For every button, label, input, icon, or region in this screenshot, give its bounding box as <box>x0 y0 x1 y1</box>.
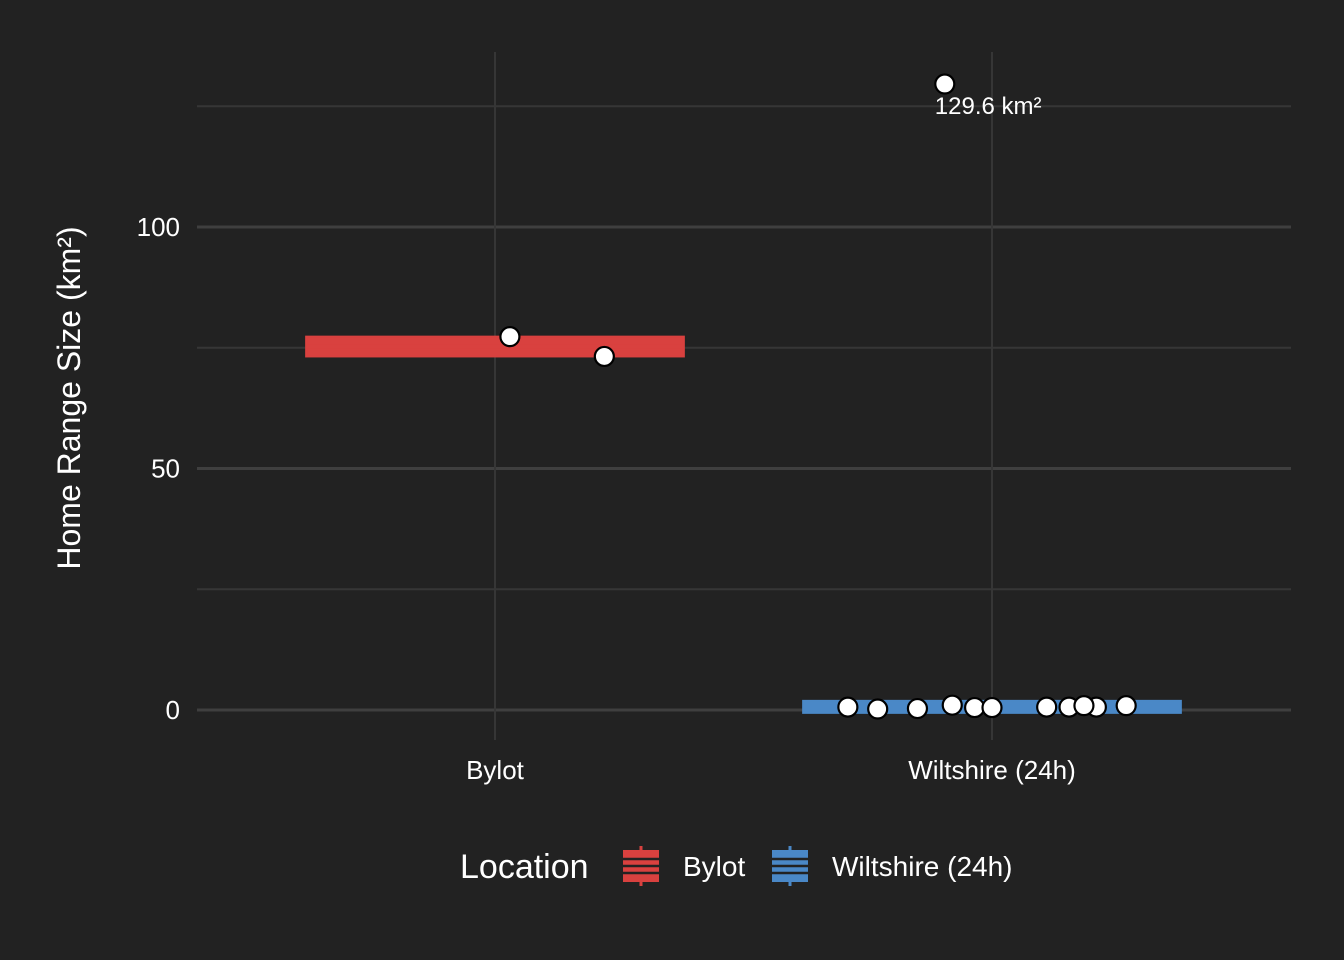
data-point <box>1036 696 1058 718</box>
y-tick-label: 100 <box>137 212 180 242</box>
legend-title: Location <box>460 848 589 886</box>
legend-entry: Wiltshire (24h) <box>772 846 1012 886</box>
x-tick-labels: Bylot Wiltshire (24h) <box>466 755 1076 785</box>
points <box>499 73 1137 720</box>
data-point <box>934 73 956 95</box>
legend-label: Bylot <box>683 851 745 882</box>
y-tick-label: 0 <box>166 695 180 725</box>
box-bylot <box>305 335 685 358</box>
data-point <box>1073 695 1095 717</box>
data-point <box>981 696 1003 719</box>
boxes <box>305 335 1182 714</box>
data-point <box>499 326 521 348</box>
legend-entry: Bylot <box>623 846 745 886</box>
legend-label: Wiltshire (24h) <box>832 851 1012 882</box>
y-axis-title: Home Range Size (km²) <box>51 226 87 569</box>
annotations: 129.6 km² <box>935 93 1042 120</box>
data-point <box>593 345 615 368</box>
y-tick-labels: 0 50 100 <box>137 212 180 725</box>
x-tick-label: Bylot <box>466 755 525 785</box>
y-tick-label: 50 <box>151 454 180 484</box>
data-point <box>964 696 986 719</box>
legend: Location Bylot Wiltshire (24h) <box>460 846 1012 886</box>
annotation-label: 129.6 km² <box>935 93 1042 120</box>
grid <box>197 52 1291 740</box>
data-point <box>867 698 889 720</box>
x-tick-label: Wiltshire (24h) <box>908 755 1076 785</box>
data-point <box>906 697 929 720</box>
data-point <box>941 694 963 716</box>
data-point <box>1115 695 1137 717</box>
data-point <box>837 696 859 718</box>
